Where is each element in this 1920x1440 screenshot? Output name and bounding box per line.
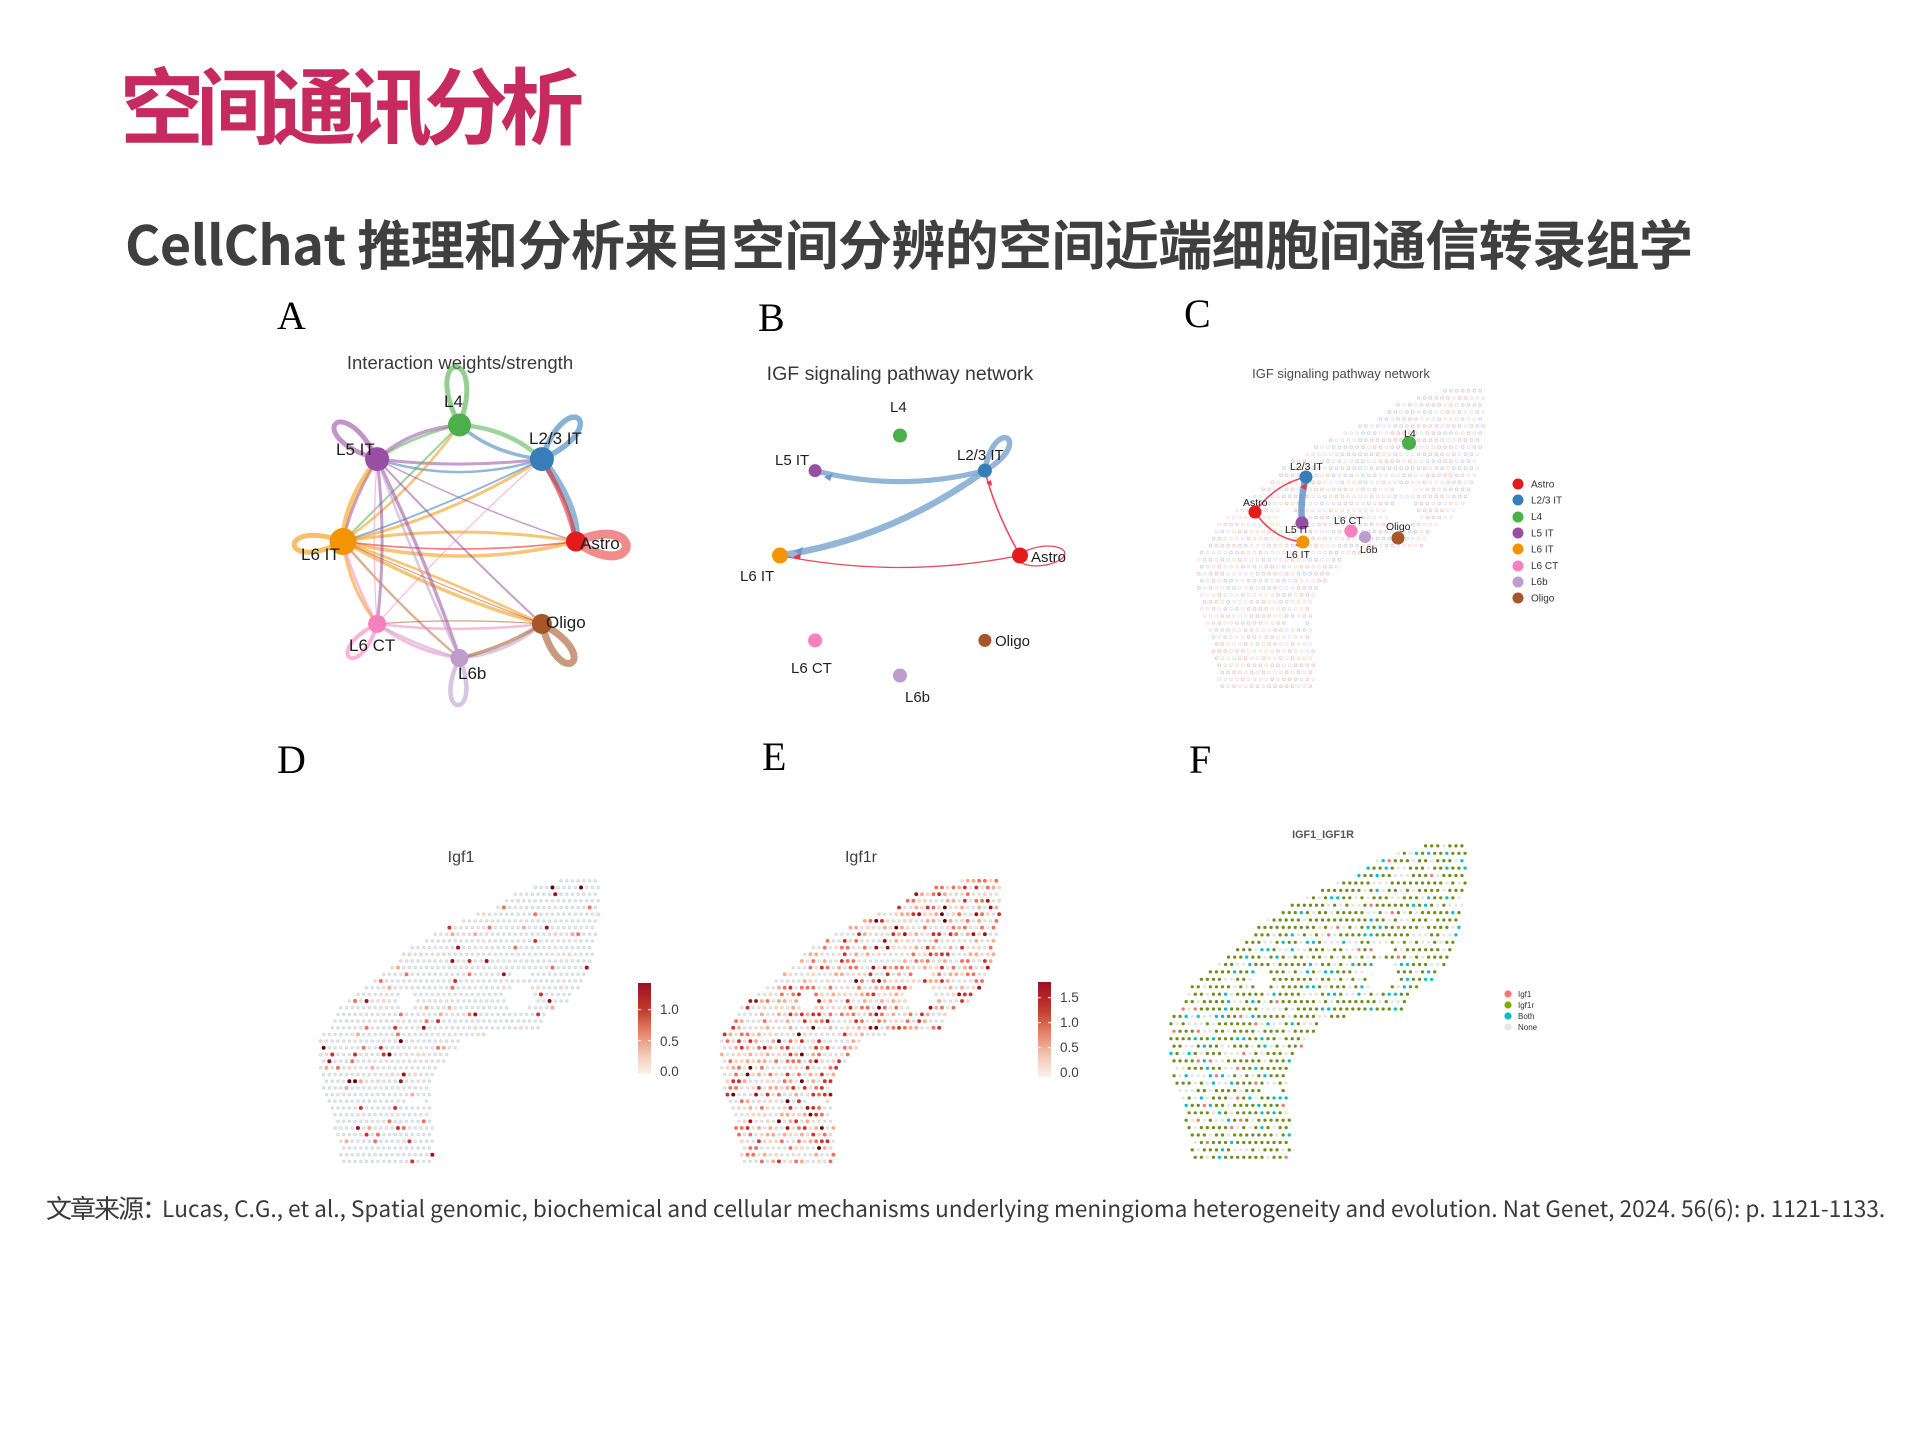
svg-text:L6 CT: L6 CT — [349, 636, 395, 655]
svg-text:L6 CT: L6 CT — [1531, 561, 1558, 572]
svg-text:Astro: Astro — [1531, 479, 1555, 490]
svg-text:F: F — [1189, 737, 1211, 782]
svg-text:L6 CT: L6 CT — [791, 660, 832, 677]
svg-text:IGF signaling pathway network: IGF signaling pathway network — [1252, 366, 1430, 381]
svg-text:L4: L4 — [1404, 428, 1416, 440]
svg-text:L6 IT: L6 IT — [301, 545, 340, 564]
svg-text:Oligo: Oligo — [995, 633, 1030, 650]
svg-text:E: E — [762, 734, 786, 779]
svg-text:Oligo: Oligo — [1386, 521, 1411, 533]
svg-text:L6b: L6b — [905, 689, 930, 706]
svg-text:1.0: 1.0 — [1060, 1015, 1079, 1030]
svg-text:Both: Both — [1518, 1012, 1534, 1021]
svg-text:L2/3 IT: L2/3 IT — [957, 447, 1004, 464]
svg-text:L5 IT: L5 IT — [336, 440, 375, 459]
svg-text:Oligo: Oligo — [1531, 594, 1555, 605]
svg-text:D: D — [277, 737, 306, 782]
svg-text:L6b: L6b — [1360, 544, 1378, 556]
svg-text:L6b: L6b — [1531, 577, 1548, 588]
svg-text:L2/3 IT: L2/3 IT — [1290, 461, 1323, 473]
svg-text:Igf1: Igf1 — [448, 849, 475, 866]
svg-text:L6 IT: L6 IT — [1531, 545, 1554, 556]
svg-text:L5 IT: L5 IT — [775, 452, 809, 469]
svg-text:L6 CT: L6 CT — [1334, 515, 1363, 527]
svg-text:L2/3 IT: L2/3 IT — [529, 429, 582, 448]
svg-text:L2/3 IT: L2/3 IT — [1531, 496, 1562, 507]
svg-text:Igf1: Igf1 — [1518, 990, 1532, 999]
svg-text:L6 IT: L6 IT — [740, 568, 774, 585]
svg-text:L6 IT: L6 IT — [1286, 549, 1311, 561]
svg-text:L5 IT: L5 IT — [1531, 528, 1554, 539]
svg-text:None: None — [1518, 1023, 1538, 1032]
svg-text:0.0: 0.0 — [1060, 1065, 1079, 1080]
svg-text:IGF1_IGF1R: IGF1_IGF1R — [1292, 829, 1354, 841]
svg-text:Igf1r: Igf1r — [1518, 1001, 1534, 1010]
svg-text:0.5: 0.5 — [1060, 1040, 1079, 1055]
svg-text:L4: L4 — [1531, 512, 1543, 523]
svg-text:L6b: L6b — [458, 664, 486, 683]
svg-text:B: B — [758, 295, 785, 340]
svg-text:Igf1r: Igf1r — [845, 849, 878, 866]
svg-text:IGF signaling pathway network: IGF signaling pathway network — [767, 363, 1034, 385]
svg-text:L4: L4 — [890, 399, 907, 416]
svg-text:Interaction weights/strength: Interaction weights/strength — [347, 352, 573, 373]
svg-text:C: C — [1184, 291, 1211, 336]
svg-text:L4: L4 — [444, 392, 463, 411]
svg-text:1.0: 1.0 — [660, 1002, 679, 1017]
svg-text:0.5: 0.5 — [660, 1034, 679, 1049]
svg-text:Oligo: Oligo — [546, 613, 586, 632]
svg-text:A: A — [277, 293, 306, 338]
svg-text:L5 IT: L5 IT — [1285, 524, 1310, 536]
svg-text:0.0: 0.0 — [660, 1064, 679, 1079]
svg-text:Astro: Astro — [1243, 497, 1268, 509]
svg-text:Astro: Astro — [1031, 549, 1066, 566]
svg-text:Astro: Astro — [580, 534, 620, 553]
svg-text:1.5: 1.5 — [1060, 990, 1079, 1005]
